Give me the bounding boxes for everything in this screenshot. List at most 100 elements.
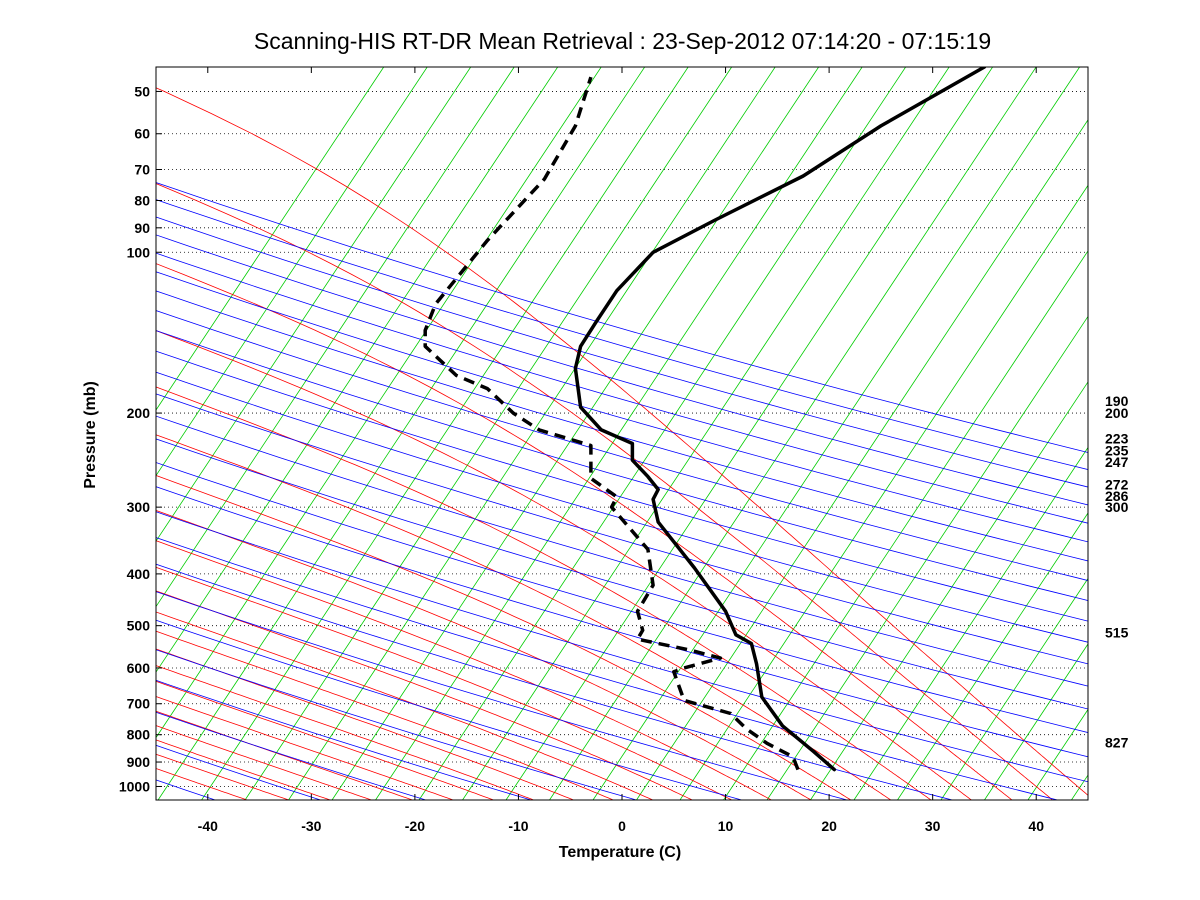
x-tick-label: 30	[925, 818, 941, 834]
dry-adiabat-line	[0, 40, 122, 805]
dry-adiabat-line	[156, 199, 1088, 471]
mixing-ratio-line	[505, 67, 993, 800]
dry-adiabat-line	[156, 591, 849, 800]
y-tick-label: 70	[134, 162, 150, 178]
mixing-ratio-line	[984, 643, 1088, 800]
dry-adiabat-line	[156, 310, 1088, 581]
y-tick-label: 80	[134, 192, 150, 208]
dry-adiabat-line	[156, 290, 1088, 562]
x-tick-label: -20	[405, 818, 425, 834]
dry-adiabat-line	[0, 40, 16, 805]
mixing-ratio-line	[679, 184, 1088, 800]
right-label: 286	[1105, 488, 1129, 504]
mixing-ratio-line	[156, 67, 472, 542]
dry-adiabat-line	[156, 415, 1088, 687]
y-tick-label: 50	[134, 83, 150, 99]
dry-adiabat-line	[156, 216, 1088, 488]
moist-adiabat-lines	[156, 87, 1088, 800]
mixing-ratio-line	[1158, 67, 1200, 800]
moist-adiabat-line	[156, 739, 332, 800]
y-tick-label: 300	[127, 499, 151, 515]
right-label: 827	[1105, 734, 1129, 750]
moist-adiabat-line	[156, 540, 773, 800]
mixing-ratio-line	[156, 67, 515, 608]
moist-adiabat-line	[156, 263, 1013, 800]
moist-adiabat-line	[156, 386, 932, 800]
moist-adiabat-line	[156, 87, 1088, 796]
profile-series	[423, 67, 987, 772]
dry-adiabat-line	[156, 371, 1088, 643]
y-tick-label: 800	[127, 727, 151, 743]
x-tick-label: -30	[301, 818, 321, 834]
dry-adiabat-line	[156, 182, 1088, 453]
dry-adiabat-line	[156, 537, 1060, 800]
plot-frame	[155, 66, 1089, 801]
dry-adiabat-line	[156, 393, 1088, 665]
mixing-ratio-line	[156, 67, 602, 739]
x-tick-label: -10	[508, 818, 528, 834]
right-label: 300	[1105, 499, 1129, 515]
right-label: 247	[1105, 454, 1129, 470]
chart-title: Scanning-HIS RT-DR Mean Retrieval : 23-S…	[253, 28, 992, 54]
y-tick-label: 200	[127, 405, 151, 421]
mixing-ratio-line	[549, 67, 1037, 800]
y-tick-label: 90	[134, 220, 150, 236]
dry-adiabat-line	[156, 234, 1088, 506]
dry-adiabat-line	[156, 330, 1088, 601]
y-tick-label: 600	[127, 660, 151, 676]
dry-adiabat-line	[156, 350, 1088, 622]
right-label: 223	[1105, 430, 1129, 446]
dry-adiabat-line	[156, 649, 638, 800]
mixing-ratio-line	[636, 119, 1088, 800]
dry-adiabat-line	[156, 252, 1088, 524]
mixing-ratio-line	[156, 67, 428, 477]
dry-adiabat-line	[156, 511, 1088, 783]
right-label: 190	[1105, 393, 1129, 409]
moist-adiabat-line	[156, 474, 852, 800]
mixing-ratio-line	[462, 67, 950, 800]
mixing-ratio-line	[1071, 774, 1088, 800]
moist-adiabat-line	[156, 768, 249, 800]
right-label: 200	[1105, 405, 1129, 421]
right-label: 235	[1105, 442, 1129, 458]
y-tick-label: 400	[127, 566, 151, 582]
moist-adiabat-line	[156, 696, 455, 800]
mixing-ratio-line	[940, 577, 1088, 800]
mixing-ratio-line	[766, 315, 1088, 800]
x-tick-label: 40	[1028, 818, 1044, 834]
dry-adiabat-line	[156, 779, 217, 800]
x-axis-label: Temperature (C)	[559, 844, 681, 861]
mixing-ratio-line	[157, 67, 646, 800]
mixing-ratio-line	[418, 67, 906, 800]
y-tick-label: 1000	[119, 778, 150, 794]
mixing-ratio-lines	[156, 67, 1200, 800]
moist-adiabat-line	[156, 630, 615, 800]
y-axis-ticks: 50 60 70 80 90 100 200 300 400 500 600 700 800 900 100…	[119, 83, 162, 794]
y-tick-label: 500	[127, 618, 151, 634]
dry-adiabat-line	[156, 619, 744, 800]
dry-adiabat-line	[156, 438, 1088, 710]
dry-adiabat-line	[156, 462, 1088, 733]
mixing-ratio-line	[897, 512, 1088, 800]
x-tick-label: -40	[198, 818, 218, 834]
x-tick-label: 10	[718, 818, 734, 834]
moist-adiabat-line	[156, 434, 892, 800]
series-line-dashed	[423, 76, 800, 771]
moist-adiabat-line	[156, 710, 414, 800]
right-label: 272	[1105, 476, 1129, 492]
right-label: 515	[1105, 625, 1129, 641]
mixing-ratio-line	[723, 250, 1088, 800]
dry-adiabat-line	[156, 486, 1088, 758]
moist-adiabat-line	[156, 753, 290, 800]
moist-adiabat-line	[156, 665, 535, 800]
x-tick-label: 0	[618, 818, 626, 834]
moist-adiabat-line	[156, 725, 373, 800]
y-axis-label: Pressure (mb)	[82, 381, 99, 489]
y-tick-label: 700	[127, 696, 151, 712]
moist-adiabat-line	[156, 566, 733, 800]
mixing-ratio-line	[853, 446, 1088, 800]
moist-adiabat-line	[156, 590, 694, 800]
mixing-ratio-line	[810, 381, 1088, 800]
